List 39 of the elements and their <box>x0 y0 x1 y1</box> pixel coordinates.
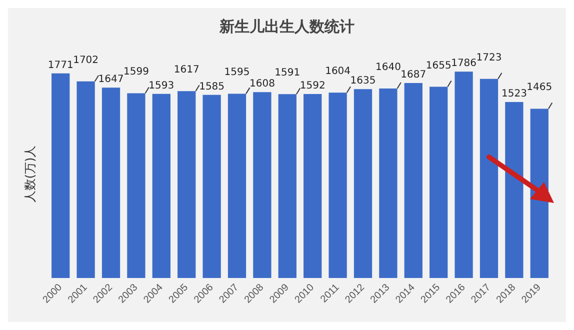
data-label: 1608 <box>249 78 275 90</box>
y-axis-title: 人数(万)人 <box>23 145 37 203</box>
bar <box>253 92 272 278</box>
data-label: 1687 <box>400 70 426 81</box>
bar <box>404 83 422 278</box>
data-label: 1723 <box>476 52 502 64</box>
chart-title: 新生儿出生人数统计 <box>218 18 354 36</box>
data-label: 1617 <box>174 64 200 76</box>
data-label: 1702 <box>73 54 99 66</box>
data-label: 1786 <box>451 58 477 70</box>
bar <box>152 94 170 278</box>
data-label: 1523 <box>501 88 527 100</box>
data-label: 1593 <box>148 80 174 92</box>
bar <box>76 81 95 278</box>
bar <box>278 94 296 278</box>
bar <box>304 94 322 278</box>
data-label: 1640 <box>375 62 401 73</box>
data-label: 1599 <box>123 66 149 78</box>
data-label: 1604 <box>325 66 351 78</box>
data-label: 1655 <box>426 60 452 72</box>
bar <box>52 73 70 278</box>
bar <box>430 86 448 278</box>
data-label: 1465 <box>526 82 552 94</box>
bar <box>202 94 221 278</box>
data-label: 1592 <box>300 80 326 92</box>
bar <box>354 89 372 278</box>
bar <box>102 88 120 278</box>
bar <box>127 93 146 278</box>
bar <box>328 92 347 278</box>
data-label: 1635 <box>350 76 376 87</box>
data-label: 1591 <box>274 68 300 79</box>
bar <box>228 94 246 278</box>
bar <box>454 72 473 278</box>
data-label: 1595 <box>224 67 250 78</box>
data-label: 1647 <box>98 74 124 86</box>
data-label: 1771 <box>48 60 74 71</box>
data-label: 1585 <box>199 81 225 92</box>
bar <box>379 88 398 278</box>
bar <box>178 91 196 278</box>
